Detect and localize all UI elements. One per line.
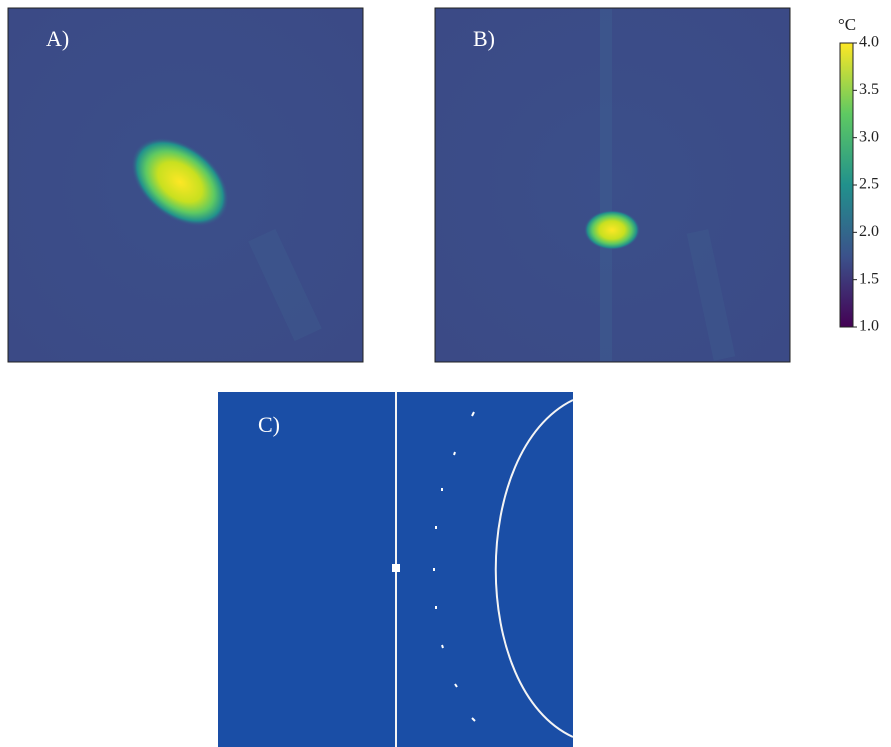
- dashed-markers: [433, 411, 476, 722]
- panel-label: B): [473, 26, 495, 51]
- tick-label: 2.0: [859, 223, 879, 240]
- heatmap: [434, 7, 791, 363]
- tick-label: 2.5: [859, 176, 879, 193]
- panel-a: A): [7, 7, 364, 363]
- hot-spot: [584, 210, 640, 250]
- court-arc: [494, 399, 574, 738]
- tick-label: 1.0: [859, 318, 879, 335]
- panel-label: A): [46, 26, 69, 51]
- streak: [686, 229, 736, 361]
- panel-b: B): [434, 7, 791, 363]
- tick-label: 4.0: [859, 34, 879, 51]
- tick-label: 3.5: [859, 81, 879, 98]
- colorbar-unit: °C: [838, 15, 856, 34]
- streak: [248, 228, 322, 342]
- tick-label: 3.0: [859, 128, 879, 145]
- colorbar-scale: [839, 42, 854, 328]
- colorbar: °C 1.0 1.5 2.0 2.5 3.0 3.5 4.0: [838, 15, 879, 335]
- streak: [600, 9, 612, 361]
- tick-label: 1.5: [859, 270, 879, 287]
- center-mark: [392, 564, 400, 572]
- panel-c: C): [218, 392, 574, 747]
- hot-spot: [131, 137, 229, 227]
- panel-label: C): [258, 412, 280, 437]
